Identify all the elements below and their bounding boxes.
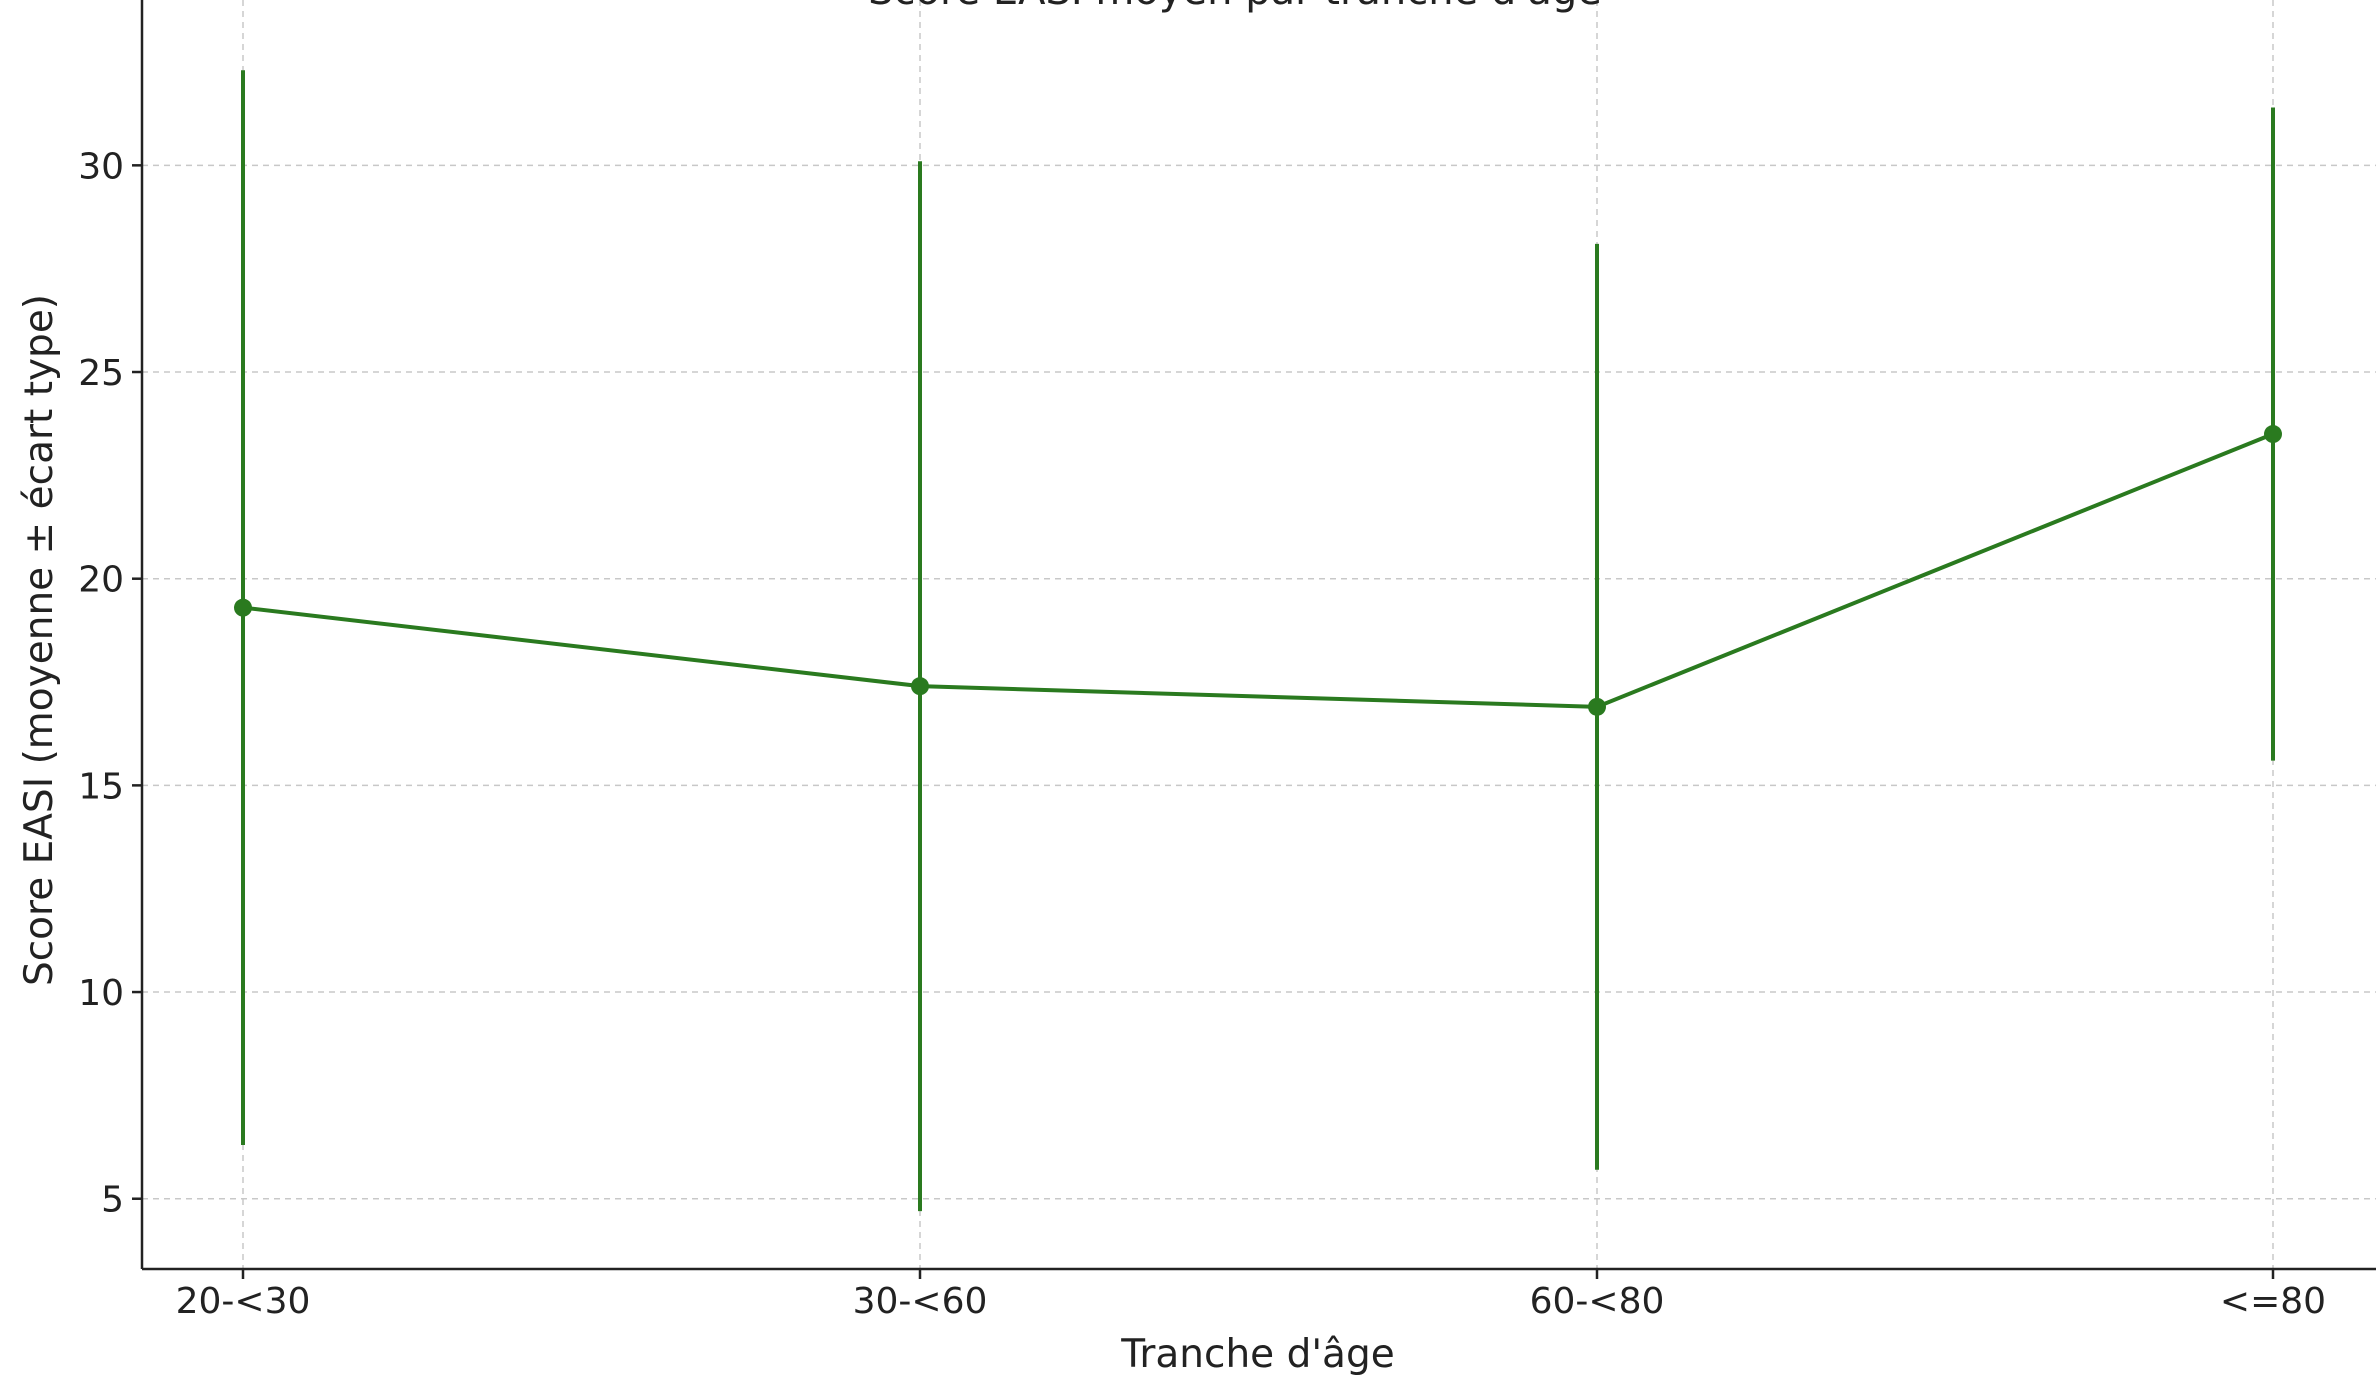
y-axis-label: Score EASI (moyenne ± écart type) (17, 294, 62, 986)
error-bars (241, 70, 2275, 1212)
y-tick-label: 10 (78, 973, 124, 1014)
x-axis-label: Tranche d'âge (1120, 1332, 1394, 1377)
x-tick-label: 60-<80 (1530, 1281, 1665, 1322)
y-tick-label: 5 (101, 1180, 124, 1221)
chart-title: Score EASI moyen par tranche d'âge (868, 0, 1602, 14)
data-point (1588, 697, 1606, 716)
x-axis-ticks: 20-<30 30-<60 60-<80 <=80 (176, 1269, 2326, 1322)
data-point (234, 598, 252, 617)
data-point (911, 677, 929, 696)
x-tick-label: 20-<30 (176, 1281, 311, 1322)
y-axis-ticks: 5 10 15 20 25 30 (78, 146, 142, 1221)
x-tick-label: <=80 (2220, 1281, 2326, 1322)
series-line (242, 432, 2274, 709)
data-points (234, 425, 2282, 716)
y-tick-label: 15 (78, 766, 124, 807)
x-tick-label: 30-<60 (853, 1281, 988, 1322)
data-point (2264, 425, 2282, 444)
y-tick-label: 20 (78, 560, 124, 601)
axes (140, 0, 2376, 1271)
y-tick-label: 25 (78, 353, 124, 394)
y-tick-label: 30 (78, 146, 124, 187)
series-lines (242, 432, 2274, 709)
